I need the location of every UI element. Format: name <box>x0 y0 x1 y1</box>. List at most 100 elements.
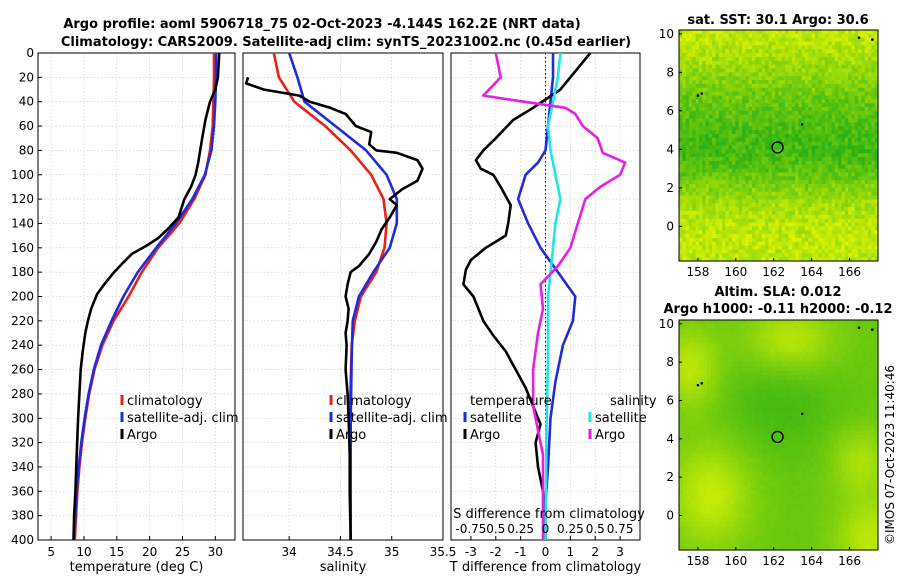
map-cell <box>785 30 790 35</box>
map-cell <box>808 203 813 208</box>
map-cell <box>854 149 859 154</box>
map-cell <box>690 435 696 441</box>
x-tick-label: 34 <box>282 545 297 559</box>
map-cell <box>679 536 684 542</box>
map-cell <box>718 99 723 104</box>
map-cell <box>710 320 716 326</box>
x-tick-label: 30 <box>208 545 223 559</box>
map-cell <box>706 527 712 533</box>
map-cell <box>838 157 843 162</box>
map-cell <box>801 203 806 208</box>
map-cell <box>795 64 799 70</box>
map-cell <box>761 226 766 231</box>
map-cell <box>726 412 732 418</box>
y-tick-label: 40 <box>19 95 34 109</box>
map-cell <box>851 164 856 170</box>
map-cell <box>871 30 876 35</box>
map-cell <box>685 33 690 39</box>
map-cell <box>748 160 753 166</box>
map-cell <box>775 234 780 239</box>
map-cell <box>695 226 700 231</box>
map-cell <box>706 453 712 459</box>
map-cell <box>762 333 768 339</box>
map-cell <box>795 133 799 139</box>
map-cell <box>808 95 813 100</box>
map-cell <box>750 527 756 533</box>
map-cell <box>718 168 723 174</box>
map-cell <box>735 207 740 212</box>
map-cell <box>758 462 764 468</box>
map-cell <box>718 103 723 108</box>
map-cell <box>765 195 770 200</box>
map-cell <box>679 241 683 247</box>
map-cell <box>758 33 763 39</box>
map-cell <box>761 99 766 104</box>
map-cell <box>725 160 730 166</box>
map-cell <box>841 114 846 120</box>
map-cell <box>795 210 799 216</box>
map-cell <box>682 370 688 376</box>
map-cell <box>706 421 712 427</box>
map-cell <box>745 176 750 181</box>
map-cell <box>715 214 720 220</box>
map-cell <box>685 257 690 262</box>
map-cell <box>679 110 683 116</box>
map-cell <box>848 68 853 73</box>
map-cell <box>834 226 839 231</box>
map-cell <box>730 531 736 537</box>
map-cell <box>732 49 736 54</box>
map-cell <box>690 356 696 362</box>
map-cell <box>808 91 813 97</box>
map-cell <box>765 37 770 43</box>
map-cell <box>715 164 720 170</box>
map-cell <box>775 141 780 147</box>
map-cell <box>692 237 697 243</box>
map-cell <box>748 45 753 50</box>
map-cell <box>718 95 723 100</box>
map-cell <box>808 80 813 85</box>
map-cell <box>730 384 736 390</box>
map-cell <box>848 91 853 97</box>
map-cell <box>838 137 843 143</box>
map-cell <box>705 199 710 204</box>
map-cell <box>818 107 823 112</box>
map-cell <box>824 237 829 243</box>
map-cell <box>702 199 707 204</box>
map-cell <box>755 110 760 116</box>
map-cell <box>770 347 776 353</box>
map-cell <box>824 191 829 197</box>
map-cell <box>746 393 752 399</box>
map-cell <box>814 118 819 123</box>
map-cell <box>791 83 796 89</box>
map-cell <box>702 153 707 158</box>
map-cell <box>851 145 856 150</box>
map-cell <box>874 226 879 231</box>
map-cell <box>726 324 732 330</box>
map-cell <box>818 141 823 147</box>
map-cell <box>778 218 783 224</box>
map-cell <box>695 234 700 239</box>
map-cell <box>868 210 872 216</box>
map-cell <box>735 110 740 116</box>
map-cell <box>848 245 853 251</box>
map-cell <box>761 33 766 39</box>
map-cell <box>795 56 799 62</box>
map-cell <box>785 199 790 204</box>
map-cell <box>848 137 853 143</box>
map-cell <box>858 257 863 262</box>
map-cell <box>751 126 756 131</box>
map-cell <box>702 72 707 77</box>
map-cell <box>682 168 687 174</box>
map-cell <box>751 30 756 35</box>
map-cell <box>834 253 839 258</box>
map-cell <box>864 126 869 131</box>
map-cell <box>738 430 744 436</box>
map-cell <box>735 80 740 85</box>
map-cell <box>841 87 846 93</box>
map-cell <box>679 402 684 408</box>
map-cell <box>824 53 829 58</box>
map-cell <box>725 195 730 200</box>
map-cell <box>679 37 683 43</box>
map-cell <box>775 110 780 116</box>
map-cell <box>706 356 712 362</box>
